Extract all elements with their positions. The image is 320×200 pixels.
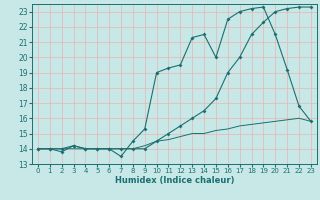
X-axis label: Humidex (Indice chaleur): Humidex (Indice chaleur)	[115, 176, 234, 185]
